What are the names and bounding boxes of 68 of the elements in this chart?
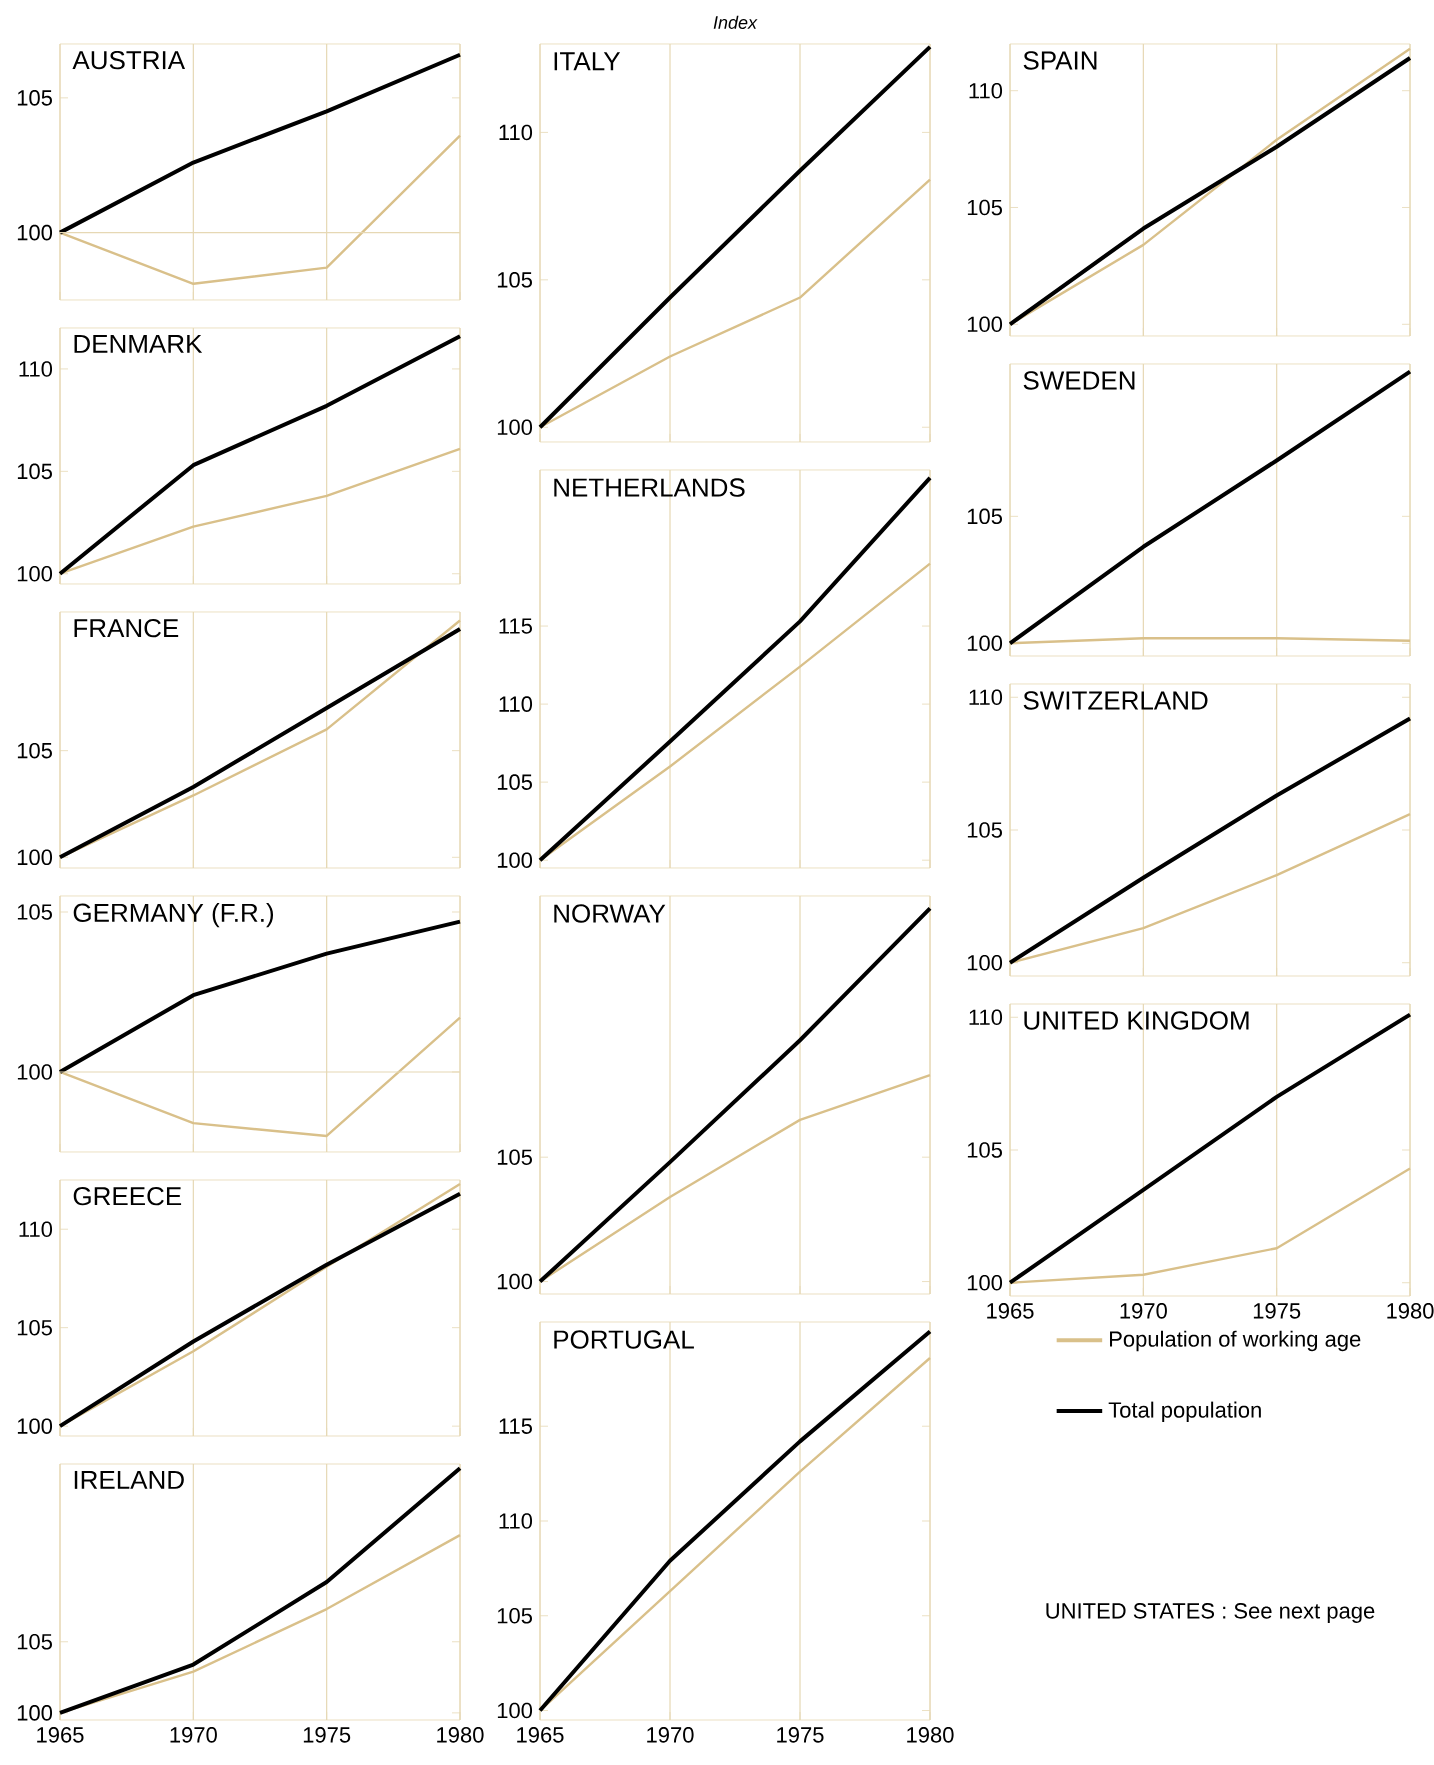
y-tick-label: 100 bbox=[967, 635, 1003, 652]
y-tick-label: 100 bbox=[497, 1702, 533, 1719]
y-tick-label: 100 bbox=[17, 565, 53, 582]
y-tick-label: 105 bbox=[497, 1149, 532, 1165]
chart-title: NORWAY bbox=[554, 904, 666, 923]
legend-label: Population of working age bbox=[1110, 1330, 1361, 1352]
legend-label: Total population bbox=[1108, 1401, 1261, 1423]
chart-title: PORTUGAL bbox=[554, 1330, 694, 1349]
y-tick-label: 100 bbox=[497, 1273, 533, 1290]
y-tick-label: 100 bbox=[17, 224, 53, 241]
y-axis-title: Index bbox=[713, 15, 758, 29]
y-tick-label: 105 bbox=[17, 463, 52, 480]
y-tick-label: 105 bbox=[967, 1142, 1002, 1158]
y-tick-label: 100 bbox=[967, 316, 1003, 333]
x-tick-label: 1980 bbox=[1387, 1303, 1434, 1319]
chart-title: DENMARK bbox=[74, 334, 203, 353]
text: UNITED STATES : See next page bbox=[1046, 1603, 1375, 1623]
y-tick-label: 105 bbox=[967, 508, 1002, 525]
y-tick-label: 110 bbox=[19, 361, 53, 377]
x-tick-label: 1975 bbox=[1253, 1303, 1301, 1319]
chart-title: AUSTRIA bbox=[72, 50, 186, 70]
chart-title: SWITZERLAND bbox=[1023, 691, 1208, 710]
x-tick-label: 1965 bbox=[37, 1727, 84, 1743]
chart-title: NETHERLANDS bbox=[554, 478, 745, 497]
y-tick-label: 100 bbox=[17, 1418, 53, 1434]
chart-title: GERMANY (F.R.) bbox=[73, 902, 274, 928]
y-tick-label: 105 bbox=[17, 90, 52, 106]
y-tick-label: 105 bbox=[17, 1319, 52, 1336]
y-tick-label: 100 bbox=[497, 419, 533, 436]
x-tick-label: 1970 bbox=[647, 1727, 694, 1743]
y-tick-label: 115 bbox=[499, 618, 532, 634]
chart-title: SPAIN bbox=[1023, 51, 1097, 70]
x-tick-label: 1970 bbox=[170, 1727, 217, 1743]
y-tick-label: 105 bbox=[967, 822, 1002, 838]
y-tick-label: 100 bbox=[497, 852, 533, 868]
y-tick-label: 105 bbox=[17, 742, 52, 759]
chart-title: IRELAND bbox=[74, 1470, 184, 1489]
chart-title: FRANCE bbox=[74, 618, 179, 638]
x-tick-label: 1965 bbox=[517, 1727, 564, 1743]
y-tick-label: 115 bbox=[499, 1418, 532, 1434]
chart-title: UNITED KINGDOM bbox=[1024, 1011, 1249, 1030]
x-tick-label: 1970 bbox=[1120, 1303, 1167, 1319]
y-tick-label: 110 bbox=[499, 124, 533, 141]
y-tick-label: 105 bbox=[497, 774, 532, 790]
y-tick-label: 105 bbox=[17, 1634, 52, 1650]
y-tick-label: 110 bbox=[499, 696, 533, 712]
chart-title: SWEDEN bbox=[1023, 371, 1135, 390]
y-tick-label: 105 bbox=[17, 904, 52, 920]
y-tick-label: 110 bbox=[969, 1009, 1003, 1026]
y-tick-label: 110 bbox=[969, 82, 1003, 99]
y-tick-label: 105 bbox=[967, 199, 1002, 216]
x-tick-label: 1980 bbox=[437, 1727, 484, 1743]
y-tick-label: 100 bbox=[17, 1064, 53, 1080]
y-tick-label: 110 bbox=[969, 689, 1003, 706]
y-tick-label: 100 bbox=[967, 1274, 1003, 1291]
y-tick-label: 105 bbox=[497, 1607, 532, 1624]
y-tick-label: 110 bbox=[19, 1221, 53, 1238]
y-tick-label: 110 bbox=[499, 1513, 533, 1529]
chart-title: GREECE bbox=[73, 1186, 182, 1206]
y-tick-label: 100 bbox=[17, 849, 53, 866]
y-tick-label: 100 bbox=[967, 954, 1003, 971]
x-tick-label: 1975 bbox=[777, 1727, 824, 1743]
x-tick-label: 1975 bbox=[303, 1727, 351, 1743]
y-tick-label: 100 bbox=[17, 1705, 53, 1721]
x-tick-label: 1965 bbox=[987, 1303, 1034, 1319]
x-tick-label: 1980 bbox=[907, 1727, 954, 1743]
chart-title: ITALY bbox=[554, 52, 621, 71]
y-tick-label: 105 bbox=[497, 272, 532, 288]
